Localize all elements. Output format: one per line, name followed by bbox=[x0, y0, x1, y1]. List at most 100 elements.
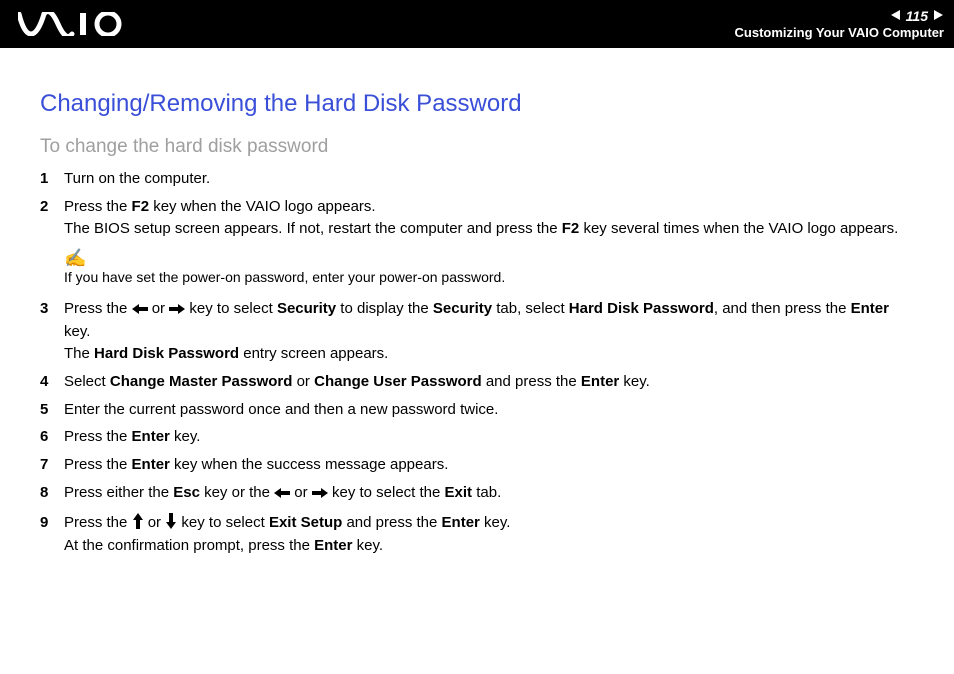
step-text: Press the bbox=[64, 456, 132, 473]
note-icon: ✍ bbox=[64, 249, 914, 267]
vaio-logo bbox=[18, 12, 128, 36]
step-text: At the confirmation prompt, press the bbox=[64, 537, 314, 554]
bold-key: Esc bbox=[173, 484, 200, 501]
step-item: 6 Press the Enter key. bbox=[40, 426, 914, 448]
step-text: key. bbox=[170, 428, 201, 445]
step-text: key. bbox=[619, 373, 650, 390]
step-body: Turn on the computer. bbox=[64, 168, 914, 190]
page-title: Changing/Removing the Hard Disk Password bbox=[40, 90, 914, 118]
step-text: key. bbox=[352, 537, 383, 554]
bold-key: Enter bbox=[132, 428, 170, 445]
step-item: 9 Press the or key to select Exit Setup … bbox=[40, 512, 914, 558]
step-text: Press the bbox=[64, 300, 132, 317]
bold-key: Enter bbox=[314, 537, 352, 554]
step-number: 6 bbox=[40, 426, 64, 448]
bold-key: Enter bbox=[442, 514, 480, 531]
step-text: key when the success message appears. bbox=[170, 456, 448, 473]
bold-key: Hard Disk Password bbox=[94, 345, 239, 362]
step-item: 7 Press the Enter key when the success m… bbox=[40, 454, 914, 476]
bold-key: Exit bbox=[445, 484, 473, 501]
step-item: 4 Select Change Master Password or Chang… bbox=[40, 371, 914, 393]
header-bar: 115 Customizing Your VAIO Computer bbox=[0, 0, 954, 48]
step-text: The BIOS setup screen appears. If not, r… bbox=[64, 220, 562, 237]
step-body: Press the F2 key when the VAIO logo appe… bbox=[64, 196, 914, 240]
step-text: key to select the bbox=[328, 484, 445, 501]
step-text: to display the bbox=[336, 300, 433, 317]
bold-key: F2 bbox=[132, 198, 150, 215]
bold-key: Security bbox=[433, 300, 492, 317]
step-text: Turn on the computer. bbox=[64, 170, 210, 187]
step-text: or bbox=[292, 373, 314, 390]
step-text: , and then press the bbox=[714, 300, 851, 317]
step-body: Press the Enter key. bbox=[64, 426, 914, 448]
step-text: key. bbox=[64, 323, 90, 340]
arrow-up-icon bbox=[132, 513, 144, 536]
step-number: 5 bbox=[40, 399, 64, 421]
page-nav: 115 bbox=[890, 8, 944, 25]
step-body: Press the or key to select Exit Setup an… bbox=[64, 512, 914, 558]
arrow-left-icon bbox=[132, 300, 148, 322]
step-body: Press either the Esc key or the or key t… bbox=[64, 482, 914, 506]
step-number: 7 bbox=[40, 454, 64, 476]
step-body: Select Change Master Password or Change … bbox=[64, 371, 914, 393]
step-text: Press the bbox=[64, 198, 132, 215]
bold-key: F2 bbox=[562, 220, 580, 237]
arrow-down-icon bbox=[165, 513, 177, 536]
bold-key: Change User Password bbox=[314, 373, 482, 390]
step-number: 3 bbox=[40, 298, 64, 365]
note-block: ✍ If you have set the power-on password,… bbox=[64, 249, 914, 287]
step-text: Enter the current password once and then… bbox=[64, 401, 498, 418]
step-body: Enter the current password once and then… bbox=[64, 399, 914, 421]
step-item: 8 Press either the Esc key or the or key… bbox=[40, 482, 914, 506]
page-subtitle: To change the hard disk password bbox=[40, 136, 914, 158]
bold-key: Hard Disk Password bbox=[569, 300, 714, 317]
step-text: or bbox=[144, 514, 166, 531]
step-text: key. bbox=[480, 514, 511, 531]
step-number: 1 bbox=[40, 168, 64, 190]
steps-list: 1 Turn on the computer. 2 Press the F2 k… bbox=[40, 168, 914, 557]
step-text: key to select bbox=[177, 514, 269, 531]
step-text: key several times when the VAIO logo app… bbox=[579, 220, 898, 237]
step-number: 4 bbox=[40, 371, 64, 393]
step-text: or bbox=[290, 484, 312, 501]
step-text: tab. bbox=[472, 484, 501, 501]
arrow-right-icon bbox=[169, 300, 185, 322]
step-text: key or the bbox=[200, 484, 274, 501]
nav-prev-icon[interactable] bbox=[890, 8, 902, 25]
step-number: 2 bbox=[40, 196, 64, 240]
step-text: The bbox=[64, 345, 94, 362]
step-text: Press either the bbox=[64, 484, 173, 501]
step-text: key when the VAIO logo appears. bbox=[149, 198, 376, 215]
breadcrumb: Customizing Your VAIO Computer bbox=[735, 25, 944, 41]
bold-key: Enter bbox=[132, 456, 170, 473]
arrow-left-icon bbox=[274, 484, 290, 506]
bold-key: Security bbox=[277, 300, 336, 317]
step-text: tab, select bbox=[492, 300, 569, 317]
step-text: and press the bbox=[342, 514, 441, 531]
bold-key: Exit Setup bbox=[269, 514, 342, 531]
bold-key: Change Master Password bbox=[110, 373, 293, 390]
page-number: 115 bbox=[906, 8, 928, 25]
step-item: 1 Turn on the computer. bbox=[40, 168, 914, 190]
page-content: Changing/Removing the Hard Disk Password… bbox=[0, 48, 954, 583]
step-text: key to select bbox=[185, 300, 277, 317]
step-item: 5 Enter the current password once and th… bbox=[40, 399, 914, 421]
step-text: and press the bbox=[482, 373, 581, 390]
arrow-right-icon bbox=[312, 484, 328, 506]
note-text: If you have set the power-on password, e… bbox=[64, 267, 914, 287]
bold-key: Enter bbox=[851, 300, 889, 317]
header-right: 115 Customizing Your VAIO Computer bbox=[735, 8, 944, 40]
bold-key: Enter bbox=[581, 373, 619, 390]
step-number: 9 bbox=[40, 512, 64, 558]
step-text: Press the bbox=[64, 514, 132, 531]
step-body: Press the or key to select Security to d… bbox=[64, 298, 914, 365]
step-text: Press the bbox=[64, 428, 132, 445]
nav-next-icon[interactable] bbox=[932, 8, 944, 25]
step-text: Select bbox=[64, 373, 110, 390]
step-text: or bbox=[148, 300, 170, 317]
step-item: 2 Press the F2 key when the VAIO logo ap… bbox=[40, 196, 914, 240]
step-text: entry screen appears. bbox=[239, 345, 388, 362]
step-body: Press the Enter key when the success mes… bbox=[64, 454, 914, 476]
step-item: 3 Press the or key to select Security to… bbox=[40, 298, 914, 365]
step-number: 8 bbox=[40, 482, 64, 506]
